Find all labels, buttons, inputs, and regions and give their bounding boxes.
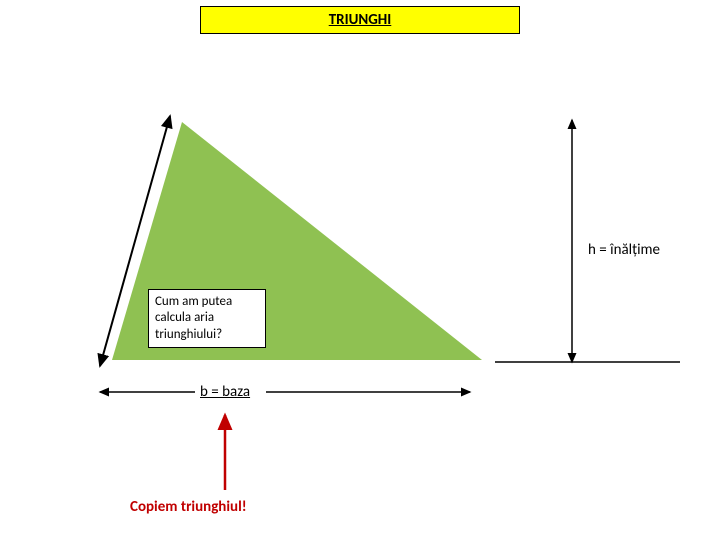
question-text: Cum am putea calcula aria triunghiului?	[155, 294, 232, 342]
title-text: TRIUNGHI	[329, 11, 392, 29]
base-label: b = baza	[200, 383, 250, 401]
height-label: h = înălțime	[588, 241, 660, 259]
question-box: Cum am putea calcula aria triunghiului?	[148, 289, 266, 348]
title-box: TRIUNGHI	[200, 6, 520, 34]
copy-label: Copiem triunghiul!	[130, 498, 247, 516]
